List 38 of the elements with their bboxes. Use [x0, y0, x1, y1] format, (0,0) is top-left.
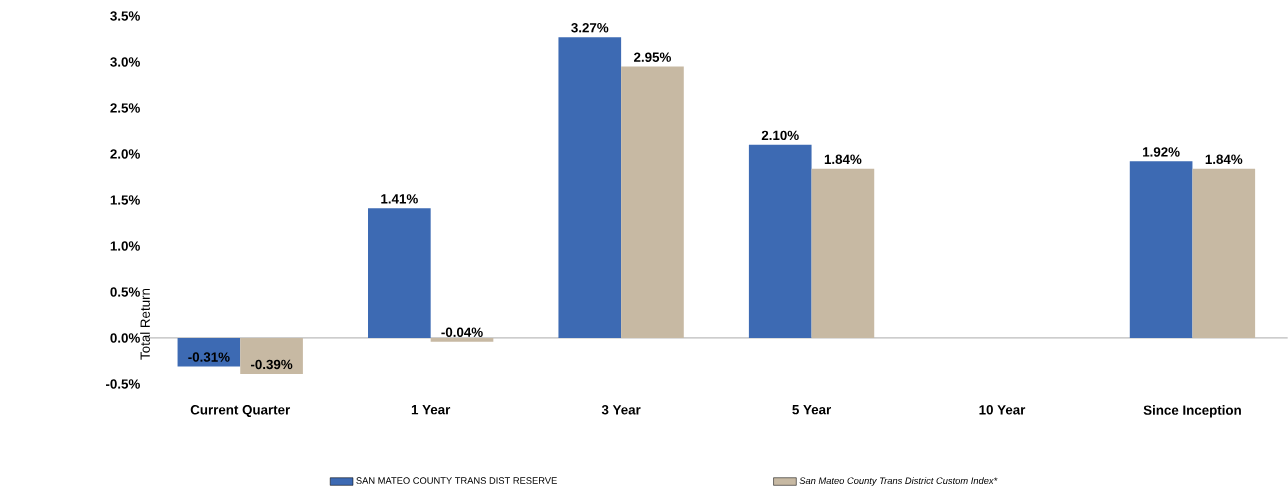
- x-tick-label: Current Quarter: [190, 405, 291, 418]
- y-tick-label: 2.0%: [110, 149, 140, 159]
- data-label: 1.41%: [381, 194, 418, 204]
- legend-label: San Mateo County Trans District Custom Index*: [799, 477, 998, 486]
- y-tick-label: 1.5%: [110, 195, 140, 205]
- data-label: 2.95%: [634, 52, 671, 62]
- x-tick-label: 3 Year: [601, 405, 641, 415]
- bar: [558, 37, 622, 338]
- y-tick-label: 0.0%: [110, 333, 140, 343]
- bar: [811, 168, 875, 338]
- data-label: 1.84%: [1205, 154, 1243, 165]
- data-label: 2.10%: [761, 130, 799, 141]
- data-label: -0.31%: [188, 352, 230, 362]
- bar: [748, 144, 812, 338]
- bar: [240, 338, 303, 374]
- y-tick-label: 3.5%: [110, 11, 140, 21]
- y-tick-label: 1.0%: [110, 241, 140, 251]
- y-tick-label: 0.5%: [110, 287, 140, 297]
- bar: [1192, 168, 1256, 338]
- y-tick-label: -0.5%: [105, 379, 140, 389]
- y-tick-label: 2.5%: [110, 103, 140, 113]
- data-label: 3.27%: [571, 23, 609, 33]
- data-label: 1.84%: [824, 154, 862, 165]
- legend-label: SAN MATEO COUNTY TRANS DIST RESERVE: [356, 477, 557, 484]
- bar: [430, 338, 494, 342]
- bar: [1129, 161, 1193, 338]
- y-axis-title: Total Return: [140, 288, 150, 360]
- x-tick-label: 10 Year: [979, 405, 1026, 415]
- data-label: -0.04%: [441, 327, 483, 337]
- bar: [368, 208, 431, 338]
- x-tick-label: 5 Year: [792, 405, 832, 415]
- data-label: 1.92%: [1143, 147, 1180, 157]
- y-tick-label: 3.0%: [110, 57, 140, 67]
- x-tick-label: Since Inception: [1143, 405, 1241, 418]
- bar: [177, 338, 241, 367]
- x-tick-label: 1 Year: [411, 405, 451, 415]
- bar: [621, 66, 684, 338]
- data-label: -0.39%: [250, 359, 293, 370]
